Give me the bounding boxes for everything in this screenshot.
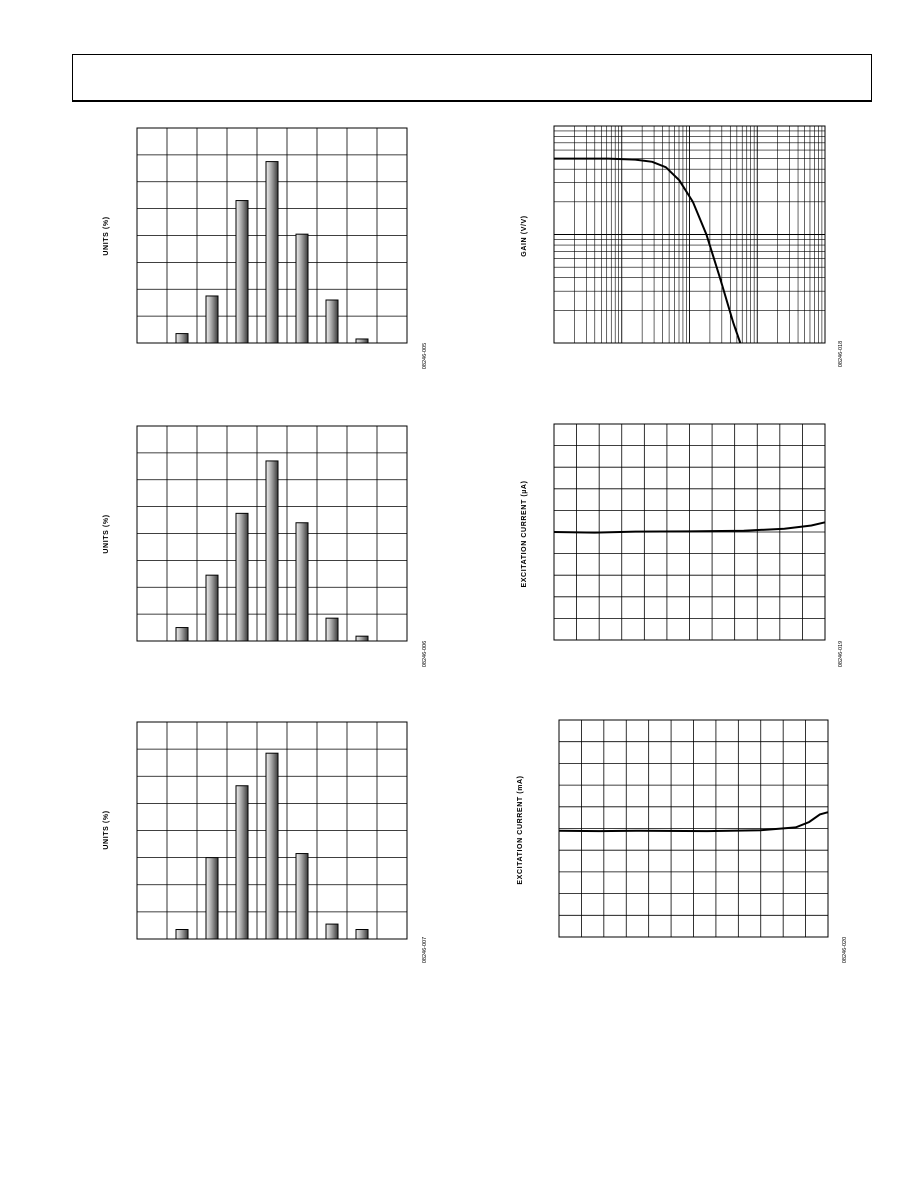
y-axis-label: UNITS (%): [103, 216, 110, 255]
y-axis-label: GAIN (V/V): [521, 215, 528, 256]
y-axis-label: EXCITATION CURRENT (mA): [517, 775, 524, 884]
figure-code: 08246-018: [838, 341, 844, 367]
histogram-bar: [205, 574, 219, 642]
histogram-bar: [325, 617, 339, 642]
figure-code: 08246-006: [422, 641, 428, 667]
y-axis-label: UNITS (%): [103, 810, 110, 849]
gridlines: [554, 126, 825, 343]
excitation-current-ma-chart: EXCITATION CURRENT (mA) 08246-020: [512, 712, 852, 974]
y-axis-label: UNITS (%): [103, 514, 110, 553]
histogram-bar: [235, 785, 249, 940]
histogram-bar: [175, 333, 189, 344]
gain-chart: GAIN (V/V) 08246-018: [512, 118, 852, 380]
histogram-bar: [295, 233, 309, 344]
plot-area: [136, 721, 408, 940]
series-line: [553, 521, 826, 534]
histogram-bar: [175, 627, 189, 642]
histogram-bar: [325, 923, 339, 940]
gain-svg: GAIN (V/V) 08246-018: [521, 125, 844, 367]
excitation-ma-svg: EXCITATION CURRENT (mA) 08246-020: [517, 719, 848, 963]
histogram-bar: [175, 929, 189, 940]
histogram-bar: [295, 522, 309, 642]
series-line: [558, 811, 829, 833]
histogram-chart-2: UNITS (%) 08246-006: [92, 416, 432, 678]
histogram-1-svg: UNITS (%) 08246-005: [103, 127, 428, 369]
plot-area: [553, 125, 826, 344]
figure-code: 08246-019: [838, 641, 844, 667]
plot-frame: [558, 719, 829, 938]
figure-code: 08246-005: [422, 343, 428, 369]
plot-area: [553, 423, 826, 641]
gridlines: [559, 720, 828, 937]
histogram-2-svg: UNITS (%) 08246-006: [103, 425, 428, 667]
histogram-bar: [355, 929, 369, 940]
excitation-current-ua-chart: EXCITATION CURRENT (µA) 08246-019: [512, 416, 852, 678]
histogram-bar: [355, 635, 369, 642]
histogram-bar: [235, 200, 249, 344]
histogram-bar: [205, 295, 219, 344]
excitation-ua-svg: EXCITATION CURRENT (µA) 08246-019: [521, 423, 844, 667]
histogram-chart-1: UNITS (%) 08246-005: [92, 118, 432, 380]
plot-frame: [553, 125, 826, 344]
histogram-bar: [235, 512, 249, 642]
plot-area: [558, 719, 829, 938]
page-header-box: [72, 54, 872, 102]
histogram-bar: [295, 853, 309, 940]
gridlines: [137, 722, 407, 939]
y-axis-label: EXCITATION CURRENT (µA): [521, 480, 528, 587]
histogram-bar: [205, 857, 219, 940]
histogram-chart-3: UNITS (%) 08246-007: [92, 712, 432, 974]
gain-curve: [554, 157, 742, 344]
histogram-bar: [325, 299, 339, 344]
histogram-bar: [265, 460, 279, 642]
plot-area: [136, 425, 408, 642]
figure-code: 08246-020: [842, 937, 848, 963]
figure-code: 08246-007: [422, 937, 428, 963]
histogram-3-svg: UNITS (%) 08246-007: [103, 721, 428, 963]
histogram-bar: [265, 161, 279, 344]
plot-area: [136, 127, 408, 344]
histogram-bar: [265, 752, 279, 940]
histogram-bar: [355, 338, 369, 344]
